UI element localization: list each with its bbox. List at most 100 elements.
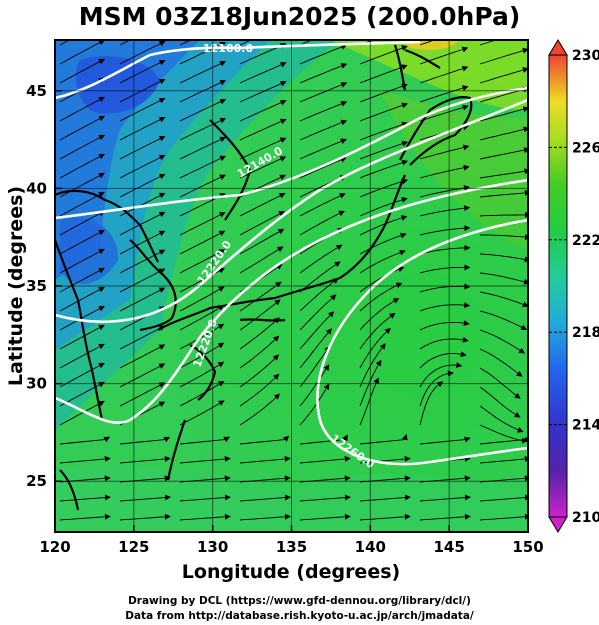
streamline [359,312,396,350]
streamline [419,381,444,426]
streamline [299,138,347,160]
contour-line-4 [55,178,528,424]
coastline-primorye [209,119,252,221]
y-tick-label: 45 [26,82,47,100]
streamline [239,373,280,407]
streamline [179,230,226,255]
x-tick-label: 130 [197,538,228,556]
streamline [479,47,528,65]
streamline [59,513,111,521]
streamline [179,455,231,464]
colorbar: 230 226 222 218 214 210 [548,39,599,533]
streamline [299,294,337,331]
streamline [119,494,171,502]
streamline [119,268,166,293]
footer-credits: Drawing by DCL (https://www.gfd-dennou.o… [0,594,599,624]
contour-line-2 [55,86,528,220]
streamline [419,494,471,502]
streamline [419,436,471,445]
streamline [479,211,528,218]
streamline [299,40,314,46]
streamline [119,382,166,407]
streamline [179,513,231,521]
streamline [299,44,348,65]
streamline [479,494,528,502]
streamline [59,210,105,236]
streamline [419,85,469,103]
streamline [359,45,408,65]
streamline [119,41,166,65]
streamline [179,342,225,369]
streamline [359,40,375,46]
streamline [479,147,528,160]
streamline [419,336,469,350]
streamline [299,156,347,179]
streamline [479,106,528,122]
streamline [179,494,231,502]
colorbar-label: 214 [572,418,599,434]
streamline [59,229,105,255]
x-tick-label: 135 [276,538,307,556]
streamline [479,189,528,198]
streamline [239,211,285,236]
streamline [59,115,105,141]
streamline [119,135,166,160]
streamline [419,40,436,46]
colorbar-label: 230 [572,48,599,64]
streamline [119,230,166,255]
streamline [479,291,528,308]
streamline [239,299,281,331]
height-contours [55,40,528,466]
streamline [179,400,225,426]
streamline [479,310,528,330]
streamline [239,494,291,502]
streamline [359,102,408,122]
streamline [239,193,286,217]
streamline [119,211,166,236]
streamline [419,65,469,84]
streamline [359,249,406,274]
streamline [359,197,408,217]
streamline [359,433,408,445]
streamline [59,248,105,274]
streamline [299,311,335,350]
streamline [59,286,105,312]
streamline [359,377,379,426]
streamline [299,101,348,122]
streamline [419,144,470,160]
streamline [239,156,287,179]
streamline [299,244,343,274]
streamline [479,67,528,84]
streamline [480,234,528,241]
streamline [119,60,166,84]
streamline [299,261,341,293]
streamline [179,436,230,445]
streamline [59,400,105,426]
coastline-korea [129,239,177,332]
streamline [179,117,227,141]
streamline [419,205,471,217]
x-tick-label: 140 [355,538,386,556]
streamline [119,436,171,445]
coastline-sakhalin [393,44,407,91]
streamline [479,329,526,354]
streamline [419,264,471,274]
streamline [239,435,290,445]
streamline [479,455,528,464]
streamline [419,225,471,236]
y-axis-title: Latitude (degrees) [5,186,27,386]
streamline [359,232,407,255]
streamline [299,434,348,445]
x-tick-label: 120 [39,538,70,556]
streamline [179,41,227,65]
streamline [479,126,528,141]
streamline [239,317,280,350]
streamline [359,159,409,179]
streamline [59,343,105,369]
streamline [299,82,348,103]
streamline [359,266,405,293]
streamline [359,327,391,369]
streamline [59,494,111,502]
streamline [239,137,287,160]
